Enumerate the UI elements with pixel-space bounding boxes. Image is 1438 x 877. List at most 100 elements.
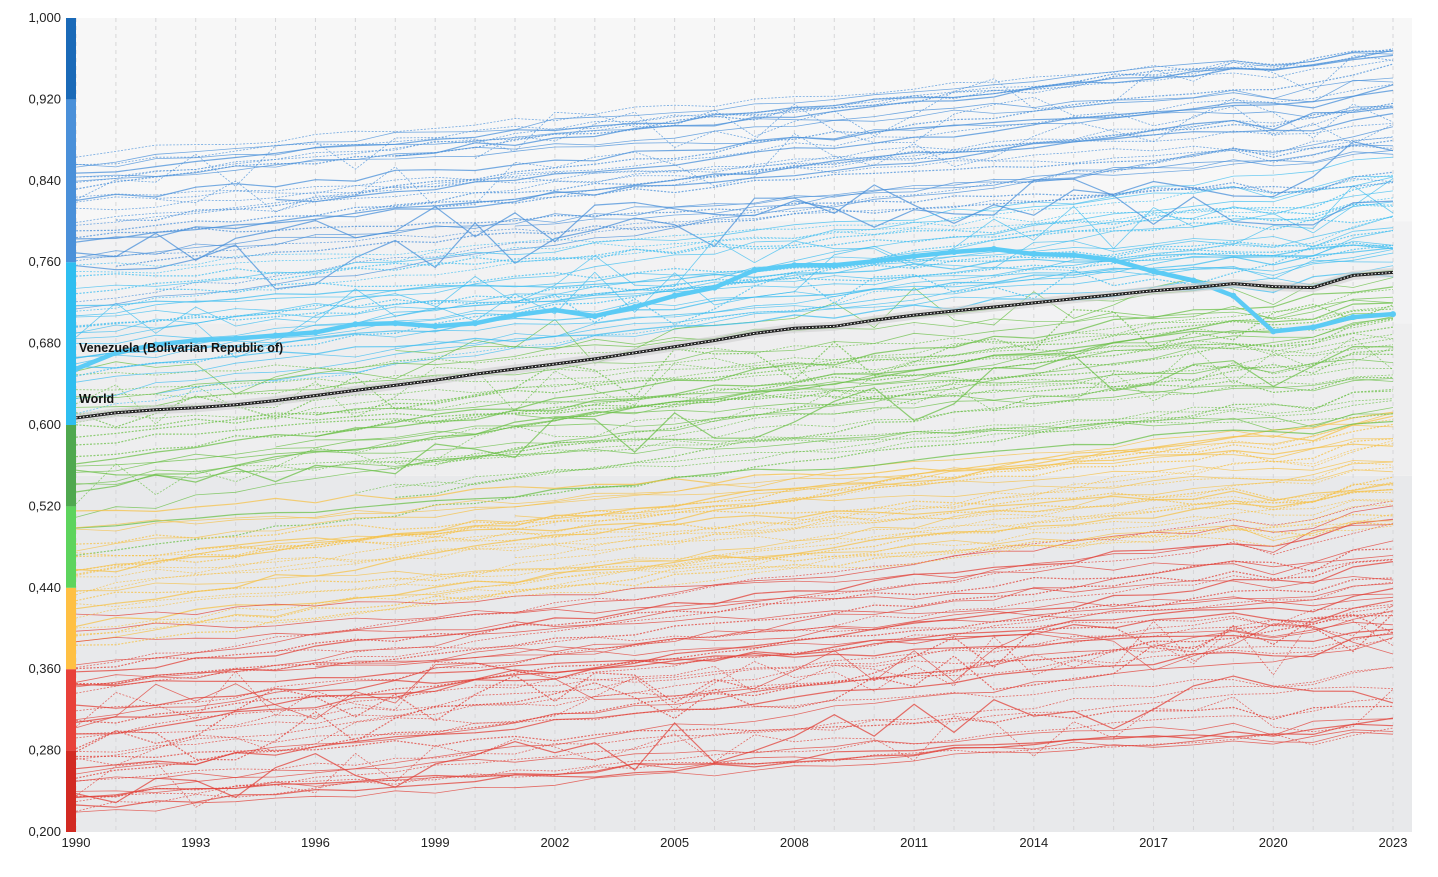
country-line [75,112,1394,243]
country-line [514,242,1394,326]
country-line [155,230,1394,395]
country-line [75,476,1394,646]
country-line [75,197,1394,267]
country-line [75,488,1394,558]
country-line [355,400,1394,494]
country-line [75,190,1394,359]
country-line [75,686,1394,782]
country-line [75,407,1394,485]
venezuela-point [990,245,997,252]
venezuela-point [152,341,159,348]
country-line [75,637,1394,798]
background-bands [76,18,1412,832]
country-line [315,621,1394,667]
country-line [75,481,1394,578]
country-line [75,524,1394,688]
venezuela-point [1310,324,1317,331]
venezuela-point [432,323,439,330]
highlighted-series [73,245,1396,423]
y-axis-ticks: 0,200 0,280 0,360 0,440 0,520 0,600 0,680 0,760… [28,10,61,839]
venezuela-point [751,267,758,274]
country-line [75,151,1394,259]
country-line [75,424,1394,571]
x-tick-label: 1999 [421,835,450,850]
country-line [75,443,1394,513]
country-line [75,633,1394,770]
color-scale-segment [66,262,76,425]
country-line [75,615,1394,779]
y-tick-label: 0,360 [28,661,61,676]
country-line [75,319,1394,376]
venezuela-point [272,332,279,339]
venezuela-point [871,258,878,265]
venezuela-point [232,335,239,342]
country-line [395,443,1394,581]
country-line [155,106,1394,213]
country-line [75,583,1394,686]
venezuela-point [591,313,598,320]
x-tick-label: 2002 [540,835,569,850]
country-line [75,518,1394,673]
x-tick-label: 2020 [1259,835,1288,850]
venezuela-point [192,337,199,344]
country-line [75,413,1393,467]
color-scale-segment [66,99,76,263]
country-line [75,376,1394,429]
world-line [75,270,1394,420]
venezuela-point [352,321,359,328]
country-line [75,675,1394,804]
x-tick-label: 2017 [1139,835,1168,850]
country-line [75,555,1394,617]
country-line [75,604,1394,766]
country-line [195,482,1394,550]
venezuela-point [791,262,798,269]
country-line [75,731,1394,793]
country-line [75,244,1394,327]
venezuela-point [472,320,479,327]
country-line [75,249,1394,383]
country-line [75,336,1394,505]
country-line [514,469,1394,520]
country-line [75,689,1394,808]
country-line [75,461,1394,643]
country-line [395,349,1394,499]
venezuela-line [75,246,1394,372]
country-line [75,593,1394,643]
country-line [75,216,1394,277]
country-line [75,145,1394,203]
venezuela-point [1270,328,1277,335]
color-scale-segment [66,587,76,670]
country-line [75,83,1394,223]
country-line [75,59,1394,165]
x-tick-label: 2005 [660,835,689,850]
country-line [75,718,1394,782]
country-line [75,705,1394,759]
country-line [75,50,1394,190]
country-line [75,201,1394,365]
venezuela-point [911,253,918,260]
country-line [75,137,1394,198]
y-tick-label: 0,600 [28,417,61,432]
country-line [275,84,1394,203]
country-line [75,51,1394,178]
country-line [75,499,1394,629]
country-line [75,103,1394,226]
country-line [75,105,1394,182]
country-line [75,353,1394,446]
x-tick-label: 2014 [1019,835,1048,850]
country-line [514,378,1394,420]
country-line [75,604,1394,760]
venezuela-point [312,329,319,336]
country-line [75,461,1394,592]
country-line [75,460,1394,528]
country-line [514,440,1394,559]
venezuela-point [512,312,518,319]
country-line [315,358,1394,416]
country-line [75,581,1394,739]
country-line [75,638,1394,735]
series-label-venezuela: Venezuela (Bolivarian Republic of) [79,341,283,355]
country-line [75,227,1394,317]
venezuela-point [551,307,558,314]
country-line [75,334,1394,399]
country-line [474,96,1394,159]
